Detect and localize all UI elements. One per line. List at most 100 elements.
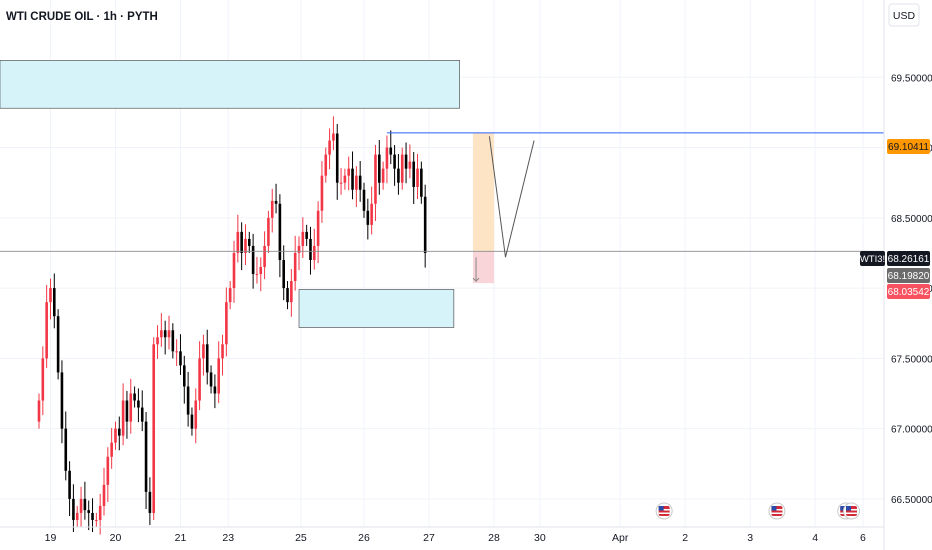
candles-layer[interactable] (37, 116, 427, 535)
candle-body[interactable] (98, 505, 102, 520)
currency-button[interactable]: USD (888, 3, 920, 27)
candle-body[interactable] (45, 302, 48, 359)
candle-body[interactable] (377, 154, 381, 183)
us-flag-event-icon[interactable] (768, 502, 786, 520)
us-flag-event-icon[interactable] (655, 502, 673, 520)
candle-body[interactable] (205, 344, 209, 373)
candle-body[interactable] (362, 189, 366, 211)
candle-body[interactable] (49, 288, 52, 303)
candle-body[interactable] (324, 154, 328, 176)
candle-body[interactable] (144, 421, 148, 492)
candle-body[interactable] (305, 231, 308, 239)
candle-body[interactable] (68, 470, 71, 499)
candle-body[interactable] (366, 210, 370, 225)
candle-body[interactable] (335, 133, 339, 183)
candle-body[interactable] (347, 168, 351, 176)
candle-body[interactable] (83, 498, 87, 511)
candle-body[interactable] (309, 238, 312, 260)
candle-body[interactable] (290, 281, 293, 303)
candle-body[interactable] (332, 133, 335, 141)
candle-body[interactable] (328, 140, 331, 155)
candle-body[interactable] (423, 196, 427, 253)
candle-body[interactable] (37, 400, 41, 422)
candle-body[interactable] (267, 217, 270, 246)
candle-body[interactable] (213, 386, 217, 394)
candle-body[interactable] (351, 168, 354, 190)
candle-body[interactable] (228, 288, 232, 303)
candle-body[interactable] (60, 372, 64, 429)
us-flag-event-icon[interactable] (843, 502, 860, 520)
candle-body[interactable] (140, 407, 144, 422)
candle-body[interactable] (232, 252, 236, 289)
candle-body[interactable] (133, 393, 136, 401)
candle-body[interactable] (236, 231, 240, 253)
candle-body[interactable] (137, 400, 140, 408)
candle-body[interactable] (420, 168, 423, 197)
candle-body[interactable] (259, 267, 263, 275)
candle-body[interactable] (389, 147, 393, 155)
candle-body[interactable] (125, 400, 129, 422)
candle-body[interactable] (167, 330, 171, 338)
candle-body[interactable] (274, 200, 278, 204)
candle-body[interactable] (95, 519, 98, 521)
candle-body[interactable] (64, 428, 68, 471)
candle-body[interactable] (251, 245, 255, 275)
candle-body[interactable] (194, 400, 198, 429)
candle-body[interactable] (179, 351, 182, 366)
candle-body[interactable] (41, 358, 45, 401)
candle-body[interactable] (198, 358, 201, 401)
candle-body[interactable] (397, 168, 400, 183)
candle-body[interactable] (381, 168, 385, 183)
candle-body[interactable] (106, 456, 110, 485)
candle-body[interactable] (393, 154, 396, 169)
candle-body[interactable] (355, 175, 358, 190)
candle-body[interactable] (152, 344, 156, 513)
candle-body[interactable] (225, 302, 228, 345)
candle-body[interactable] (102, 484, 106, 506)
candle-body[interactable] (175, 351, 178, 353)
candle-body[interactable] (408, 161, 412, 169)
candle-body[interactable] (412, 161, 416, 187)
candle-body[interactable] (202, 344, 205, 359)
candle-body[interactable] (339, 182, 343, 184)
candle-body[interactable] (286, 288, 289, 303)
candle-body[interactable] (263, 245, 266, 268)
candle-body[interactable] (75, 512, 79, 520)
candle-body[interactable] (312, 245, 316, 260)
candle-body[interactable] (270, 200, 274, 218)
candle-body[interactable] (121, 400, 125, 436)
candle-body[interactable] (217, 358, 221, 394)
candle-body[interactable] (190, 414, 194, 429)
candle-body[interactable] (358, 175, 362, 190)
candle-body[interactable] (221, 344, 224, 359)
event-markers[interactable] (655, 502, 860, 520)
candle-body[interactable] (297, 245, 301, 253)
candle-body[interactable] (209, 372, 213, 387)
candle-body[interactable] (72, 498, 75, 520)
candle-body[interactable] (404, 154, 408, 169)
candle-body[interactable] (282, 259, 286, 289)
candle-body[interactable] (156, 337, 159, 345)
candle-body[interactable] (91, 512, 94, 520)
candle-body[interactable] (370, 203, 373, 225)
candle-body[interactable] (385, 147, 389, 169)
candle-body[interactable] (182, 365, 186, 387)
candle-body[interactable] (110, 442, 113, 457)
candle-body[interactable] (301, 231, 305, 246)
candle-body[interactable] (171, 330, 175, 352)
candle-body[interactable] (244, 238, 247, 253)
candle-body[interactable] (416, 168, 419, 187)
candle-body[interactable] (163, 330, 167, 338)
candle-body[interactable] (52, 288, 56, 317)
candle-body[interactable] (114, 428, 117, 443)
candle-body[interactable] (343, 175, 347, 183)
candle-body[interactable] (320, 175, 324, 211)
candle-body[interactable] (316, 210, 320, 246)
candle-body[interactable] (186, 386, 190, 415)
candle-body[interactable] (278, 203, 282, 260)
candle-body[interactable] (293, 252, 297, 282)
candle-body[interactable] (400, 154, 404, 183)
candle-body[interactable] (87, 510, 91, 513)
candle-body[interactable] (240, 231, 243, 253)
